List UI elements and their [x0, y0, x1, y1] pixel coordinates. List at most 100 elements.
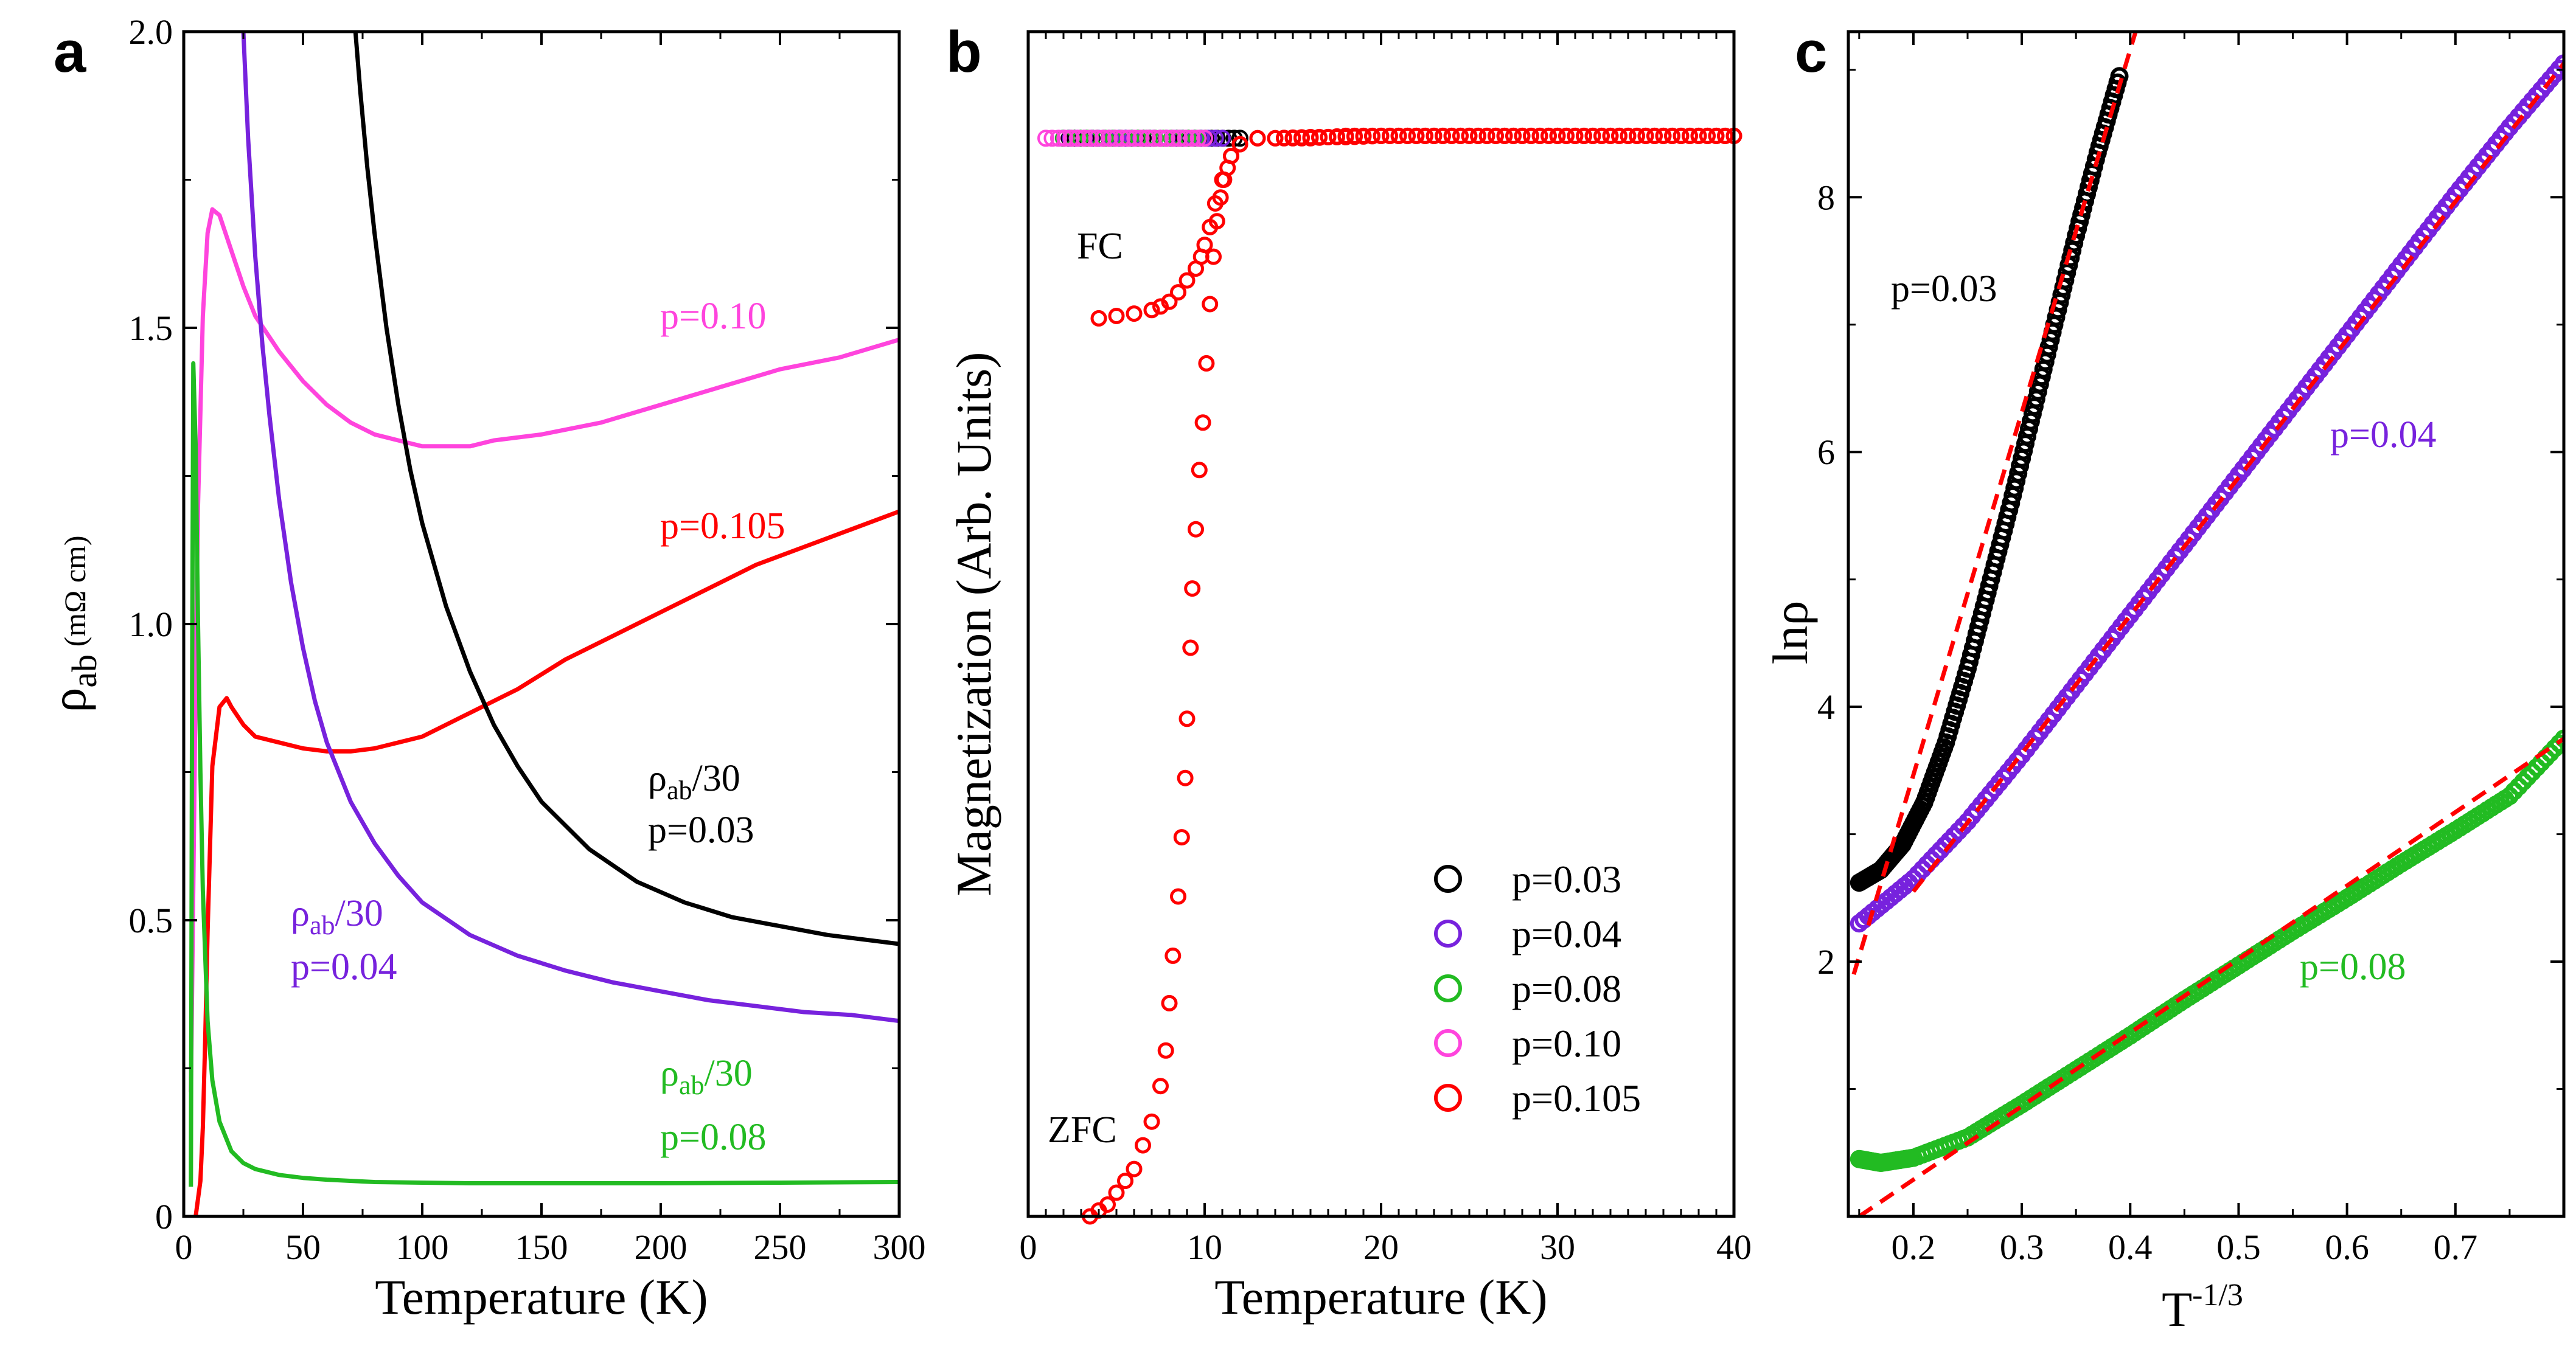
data-point	[1056, 130, 1074, 147]
data-point	[1143, 302, 1160, 319]
anno-p004-sub: ab	[310, 910, 335, 940]
data-point	[1173, 829, 1190, 846]
panel-a-frame	[182, 30, 901, 1218]
anno-p008-sub: ab	[679, 1070, 705, 1100]
data-point	[1231, 130, 1248, 147]
data-point	[1531, 127, 1548, 144]
series-line-ab-30-p-0-08	[189, 361, 899, 1187]
legend-label: p=0.10	[1512, 1022, 1621, 1065]
panel-a-series	[189, 32, 899, 1216]
data-point	[1189, 130, 1207, 147]
data-point	[1390, 127, 1407, 144]
data-point	[1145, 130, 1163, 147]
data-point	[1095, 130, 1112, 147]
data-point	[1117, 1173, 1133, 1190]
data-point	[2555, 729, 2564, 748]
data-point	[1107, 130, 1124, 147]
data-point	[1646, 127, 1663, 144]
data-point	[1231, 136, 1248, 153]
b-xtick-label: 30	[1540, 1227, 1575, 1267]
panel-a-anno-p008-line2: p=0.08	[660, 1117, 766, 1158]
series-p-0-08	[1850, 729, 2564, 1172]
data-point	[1126, 305, 1143, 322]
b-xtick-label: 10	[1187, 1227, 1222, 1267]
data-point	[1267, 130, 1284, 147]
data-point	[1249, 130, 1266, 147]
panel-a-ylabel: ρab (mΩ cm)	[41, 535, 104, 712]
panel-b: 0 10 20 30 40 Temperature (K) Magnetization …	[946, 30, 1752, 1325]
series-line-p-0-10	[189, 207, 899, 1092]
data-point	[1329, 128, 1345, 145]
data-point	[1157, 1042, 1174, 1059]
data-point	[1139, 130, 1156, 147]
legend-label: p=0.08	[1512, 967, 1621, 1010]
data-point	[1320, 128, 1337, 145]
data-point	[1177, 769, 1194, 786]
panel-letter-a: a	[54, 19, 86, 85]
a-xtick-label: 0	[175, 1227, 193, 1267]
panel-a-anno-p003: ρab/30	[648, 758, 740, 805]
data-point	[1069, 130, 1087, 147]
panel-c-anno-p008: p=0.08	[2300, 946, 2406, 988]
anno-p008-rho: ρ	[660, 1053, 679, 1094]
panel-a-ylabel-main: ρ	[41, 688, 96, 713]
panel-c-ticks: 0.2 0.3 0.4 0.5 0.6 0.7 2 4 6 8	[1817, 32, 2564, 1267]
data-point	[1050, 130, 1067, 147]
panel-a-anno-p010: p=0.10	[660, 296, 766, 337]
data-point	[1182, 639, 1199, 656]
panel-c-frame	[1847, 30, 2566, 1218]
series-line-ab-30-p-0-04	[241, 32, 899, 1024]
data-point	[1194, 414, 1211, 431]
panel-a-ticks: 0 50 100 150 200 250 300 0 0.5 1.0 1.5 2.0	[129, 12, 926, 1267]
data-point	[1452, 127, 1469, 144]
data-point	[1558, 127, 1575, 144]
data-point	[1090, 310, 1107, 327]
panel-a-anno-p004-line2: p=0.04	[291, 946, 397, 988]
c-ytick-label: 4	[1817, 687, 1835, 727]
data-point	[1191, 462, 1208, 479]
data-point	[1682, 127, 1698, 144]
data-point	[1196, 130, 1213, 147]
data-point	[1346, 128, 1363, 145]
data-point	[1108, 1184, 1125, 1201]
data-point	[1673, 127, 1690, 144]
data-point	[1549, 127, 1566, 144]
panel-a: 0 50 100 150 200 250 300 0 0.5 1.0 1.5 2.0 Temperat…	[41, 12, 926, 1325]
data-point	[1214, 172, 1231, 188]
data-point	[1302, 128, 1319, 145]
data-point	[1206, 130, 1224, 147]
data-point	[1373, 127, 1390, 144]
panel-letter-c: c	[1795, 19, 1827, 85]
panel-b-legend: p=0.03 p=0.04 p=0.08 p=0.10 p=0.105	[1434, 858, 1641, 1120]
data-point	[1183, 130, 1201, 147]
data-point	[1223, 148, 1239, 164]
a-xtick-label: 150	[515, 1227, 568, 1267]
c-xtick-label: 0.5	[2216, 1227, 2261, 1267]
data-point	[1602, 127, 1619, 144]
data-point	[1435, 127, 1451, 144]
data-point	[1164, 947, 1182, 964]
data-point	[2505, 782, 2524, 800]
data-point	[1364, 128, 1380, 145]
series-line-p-0-105	[193, 509, 899, 1216]
panel-c-series	[1850, 32, 2564, 1216]
data-point	[1202, 218, 1219, 235]
panel-b-anno-zfc: ZFC	[1048, 1109, 1117, 1151]
data-point	[1161, 994, 1178, 1011]
data-point	[1399, 127, 1416, 144]
data-point	[1158, 130, 1175, 147]
data-point	[1152, 1078, 1169, 1095]
data-point	[1382, 127, 1398, 144]
data-point	[1576, 127, 1592, 144]
data-point	[1584, 127, 1601, 144]
data-point	[1461, 127, 1478, 144]
data-point	[1690, 127, 1707, 144]
data-point	[2550, 734, 2564, 753]
legend-marker	[1434, 1084, 1462, 1112]
legend-label: p=0.04	[1512, 912, 1621, 955]
data-point	[1082, 130, 1099, 147]
panel-a-anno-p004: ρab/30	[291, 893, 383, 940]
data-point	[1196, 237, 1213, 254]
